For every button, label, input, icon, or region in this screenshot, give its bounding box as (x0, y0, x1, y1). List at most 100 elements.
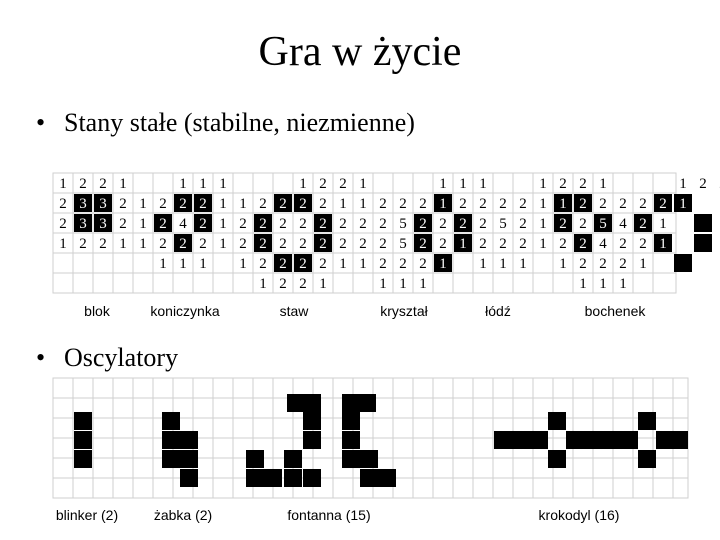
neighbor-count: 2 (279, 216, 287, 232)
neighbor-count: 1 (579, 276, 587, 292)
alive-cell (74, 214, 92, 232)
neighbor-count: 1 (439, 176, 447, 192)
neighbor-count: 2 (479, 236, 487, 252)
fountain-cell (360, 469, 378, 487)
crocodile-cell (602, 431, 620, 449)
neighbor-count: 2 (279, 196, 287, 212)
alive-cell (454, 234, 472, 252)
neighbor-count: 1 (539, 216, 547, 232)
neighbor-count: 2 (119, 216, 127, 232)
alive-cell (174, 234, 192, 252)
neighbor-count: 1 (659, 216, 667, 232)
neighbor-count: 1 (339, 256, 347, 272)
fountain-cell (284, 450, 302, 468)
neighbor-count: 2 (99, 176, 107, 192)
alive-cell (694, 234, 712, 252)
neighbor-count: 1 (479, 256, 487, 272)
neighbor-count: 2 (499, 236, 507, 252)
alive-cell (454, 214, 472, 232)
neighbor-count: 2 (579, 196, 587, 212)
slide-title: Gra w życie (258, 29, 462, 75)
alive-cell (274, 254, 292, 272)
alive-cell (274, 194, 292, 212)
neighbor-count: 2 (399, 196, 407, 212)
neighbor-count: 2 (599, 196, 607, 212)
fountain-cell (287, 394, 305, 412)
neighbor-count: 1 (139, 196, 147, 212)
neighbor-count: 2 (399, 256, 407, 272)
neighbor-count: 1 (439, 196, 447, 212)
neighbor-count: 2 (619, 256, 627, 272)
neighbor-count: 2 (299, 256, 307, 272)
neighbor-count: 2 (319, 256, 327, 272)
neighbor-count: 1 (199, 256, 207, 272)
neighbor-counts: 1221111122111112211221233212221122221122… (59, 176, 720, 292)
neighbor-count: 2 (339, 176, 347, 192)
neighbor-count: 2 (639, 196, 647, 212)
neighbor-count: 2 (319, 176, 327, 192)
bullet-oscillators-text: Oscylatory (64, 343, 179, 372)
neighbor-count: 2 (519, 196, 527, 212)
crocodile-cell (548, 412, 566, 430)
neighbor-count: 2 (59, 216, 67, 232)
neighbor-count: 1 (259, 276, 267, 292)
neighbor-count: 1 (119, 236, 127, 252)
label-block: blok (84, 303, 110, 319)
frog-cell (180, 431, 198, 449)
crocodile-cell (674, 431, 688, 449)
neighbor-count: 2 (179, 196, 187, 212)
crocodile-cell (620, 431, 638, 449)
neighbor-count: 1 (599, 176, 607, 192)
neighbor-count: 2 (639, 216, 647, 232)
still-life-alive-cells (74, 194, 712, 272)
neighbor-count: 2 (319, 216, 327, 232)
fountain-cell (358, 394, 376, 412)
alive-cell (654, 194, 672, 212)
neighbor-count: 2 (319, 196, 327, 212)
neighbor-count: 5 (599, 216, 607, 232)
frog-cell (162, 450, 180, 468)
neighbor-count: 3 (99, 196, 107, 212)
neighbor-count: 1 (499, 256, 507, 272)
neighbor-count: 2 (379, 216, 387, 232)
neighbor-count: 5 (399, 216, 407, 232)
neighbor-count: 1 (599, 276, 607, 292)
neighbor-count: 2 (619, 196, 627, 212)
neighbor-count: 2 (299, 216, 307, 232)
alive-cell (94, 214, 112, 232)
neighbor-count: 1 (459, 236, 467, 252)
fountain-cell (342, 394, 360, 412)
alive-cell (634, 214, 652, 232)
neighbor-count: 2 (79, 236, 87, 252)
fountain-cell (303, 412, 321, 430)
neighbor-count: 1 (559, 196, 567, 212)
neighbor-count: 2 (519, 216, 527, 232)
still-life-grid (52, 172, 677, 294)
neighbor-count: 2 (299, 236, 307, 252)
bullet-still-lifes: • Stany stałe (stabilne, niezmienne) (36, 108, 415, 138)
neighbor-count: 2 (99, 236, 107, 252)
alive-cell (74, 194, 92, 212)
neighbor-count: 2 (79, 176, 87, 192)
neighbor-count: 2 (419, 256, 427, 272)
frog-cell (162, 431, 180, 449)
neighbor-count: 2 (479, 216, 487, 232)
neighbor-count: 2 (519, 236, 527, 252)
fountain-cell (303, 394, 321, 412)
bullet-still-lifes-text: Stany stałe (stabilne, niezmienne) (64, 108, 415, 137)
neighbor-count: 5 (399, 236, 407, 252)
neighbor-count: 2 (279, 256, 287, 272)
neighbor-count: 2 (259, 216, 267, 232)
neighbor-count: 1 (639, 256, 647, 272)
blinker-cell (74, 450, 92, 468)
neighbor-count: 2 (559, 236, 567, 252)
label-blinker: blinker (2) (55, 507, 119, 523)
alive-cell (194, 194, 212, 212)
neighbor-count: 2 (59, 196, 67, 212)
oscillator-alive-cells (74, 394, 688, 487)
fountain-cell (303, 469, 321, 487)
neighbor-count: 1 (239, 196, 247, 212)
neighbor-count: 1 (219, 216, 227, 232)
neighbor-count: 2 (339, 236, 347, 252)
